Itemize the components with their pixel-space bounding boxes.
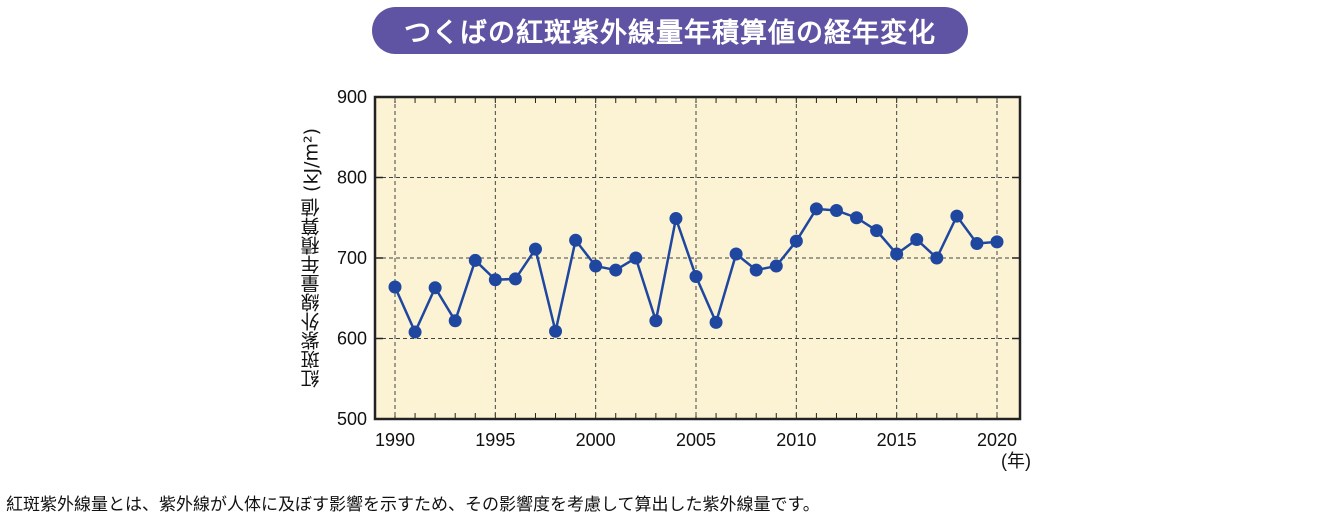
x-tick-label: 2005: [676, 430, 716, 450]
x-tick-label: 2010: [776, 430, 816, 450]
data-point: [609, 263, 623, 277]
x-tick-label: 2020: [977, 430, 1017, 450]
data-point: [950, 209, 964, 223]
data-point: [669, 212, 683, 226]
data-point: [870, 224, 884, 238]
data-point: [689, 270, 703, 284]
data-point: [709, 315, 723, 329]
x-axis-label: (年): [1001, 451, 1031, 471]
data-point: [388, 280, 402, 294]
data-point: [769, 259, 783, 273]
x-tick-label: 2000: [576, 430, 616, 450]
y-tick-label: 600: [337, 329, 367, 349]
data-point: [749, 263, 763, 277]
data-point: [890, 247, 904, 261]
data-point: [850, 211, 864, 225]
footnote: 紅斑紫外線量とは、紫外線が人体に及ぼす影響を示すため、その影響度を考慮して算出し…: [6, 495, 820, 515]
data-point: [649, 314, 663, 328]
x-tick-label: 1995: [475, 430, 515, 450]
data-point: [428, 281, 442, 295]
data-point: [970, 237, 984, 251]
data-point: [729, 247, 743, 261]
data-point: [508, 272, 522, 286]
data-point: [589, 259, 603, 273]
y-tick-label: 900: [337, 87, 367, 107]
data-point: [829, 204, 843, 218]
plot-frame: [373, 95, 1022, 421]
data-point: [809, 202, 823, 216]
x-tick-label: 2015: [877, 430, 917, 450]
data-point: [629, 251, 643, 265]
y-tick-label: 700: [337, 248, 367, 268]
data-point: [468, 253, 482, 267]
data-point: [930, 251, 944, 265]
data-point: [488, 273, 502, 287]
data-point: [569, 233, 583, 247]
data-point: [448, 314, 462, 328]
data-point: [910, 232, 924, 246]
data-point: [549, 324, 563, 338]
data-point: [528, 242, 542, 256]
y-tick-label: 800: [337, 168, 367, 188]
data-point: [990, 235, 1004, 249]
data-point: [408, 325, 422, 339]
x-tick-label: 1990: [375, 430, 415, 450]
data-point: [789, 234, 803, 248]
y-tick-label: 500: [337, 409, 367, 429]
chart-title: つくばの紅斑紫外線量年積算値の経年変化: [372, 7, 968, 54]
